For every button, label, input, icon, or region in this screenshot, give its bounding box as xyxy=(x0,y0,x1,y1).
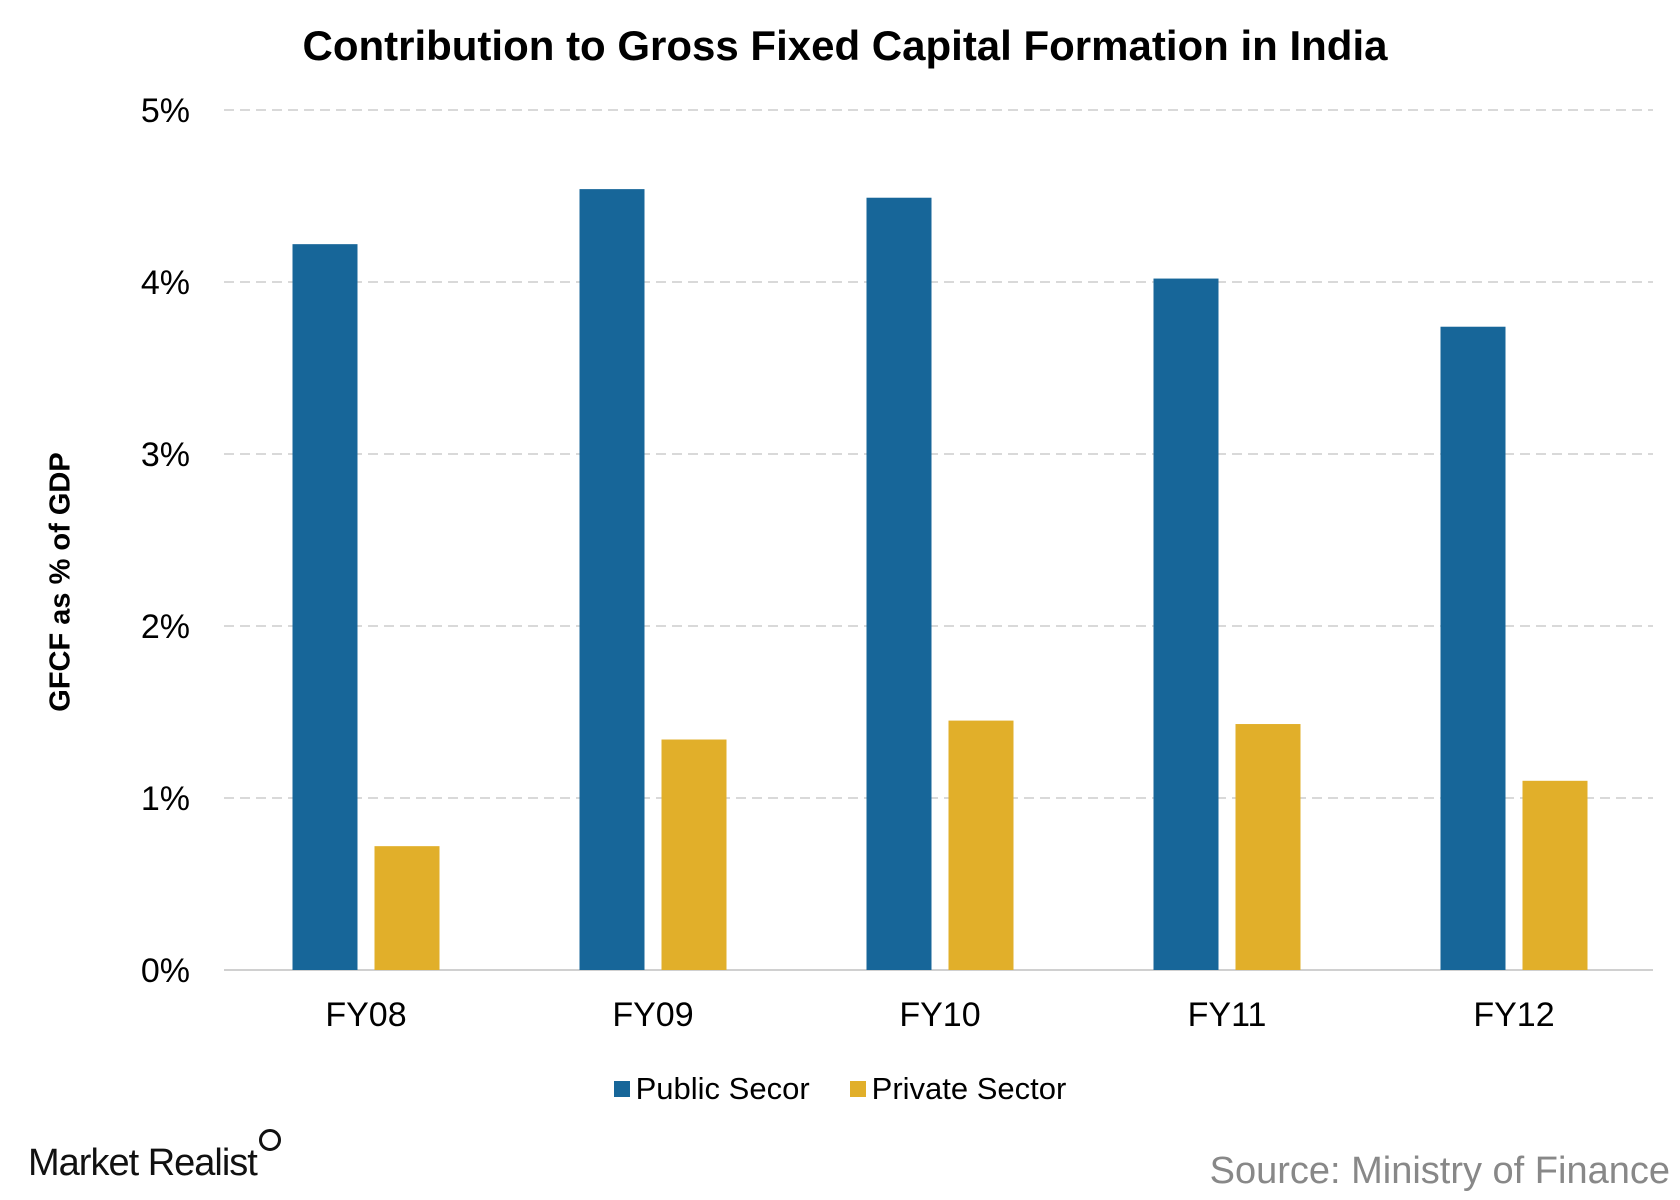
legend-label-public: Public Secor xyxy=(635,1071,810,1106)
bar-private-fy10 xyxy=(948,720,1014,970)
y-tick-label: 1% xyxy=(141,780,190,818)
legend-swatch-public xyxy=(613,1081,630,1097)
x-tick-label: FY12 xyxy=(1473,996,1554,1034)
y-tick-label: 0% xyxy=(141,952,190,990)
bar-private-fy09 xyxy=(661,739,727,970)
y-tick-label: 2% xyxy=(141,608,190,646)
legend: Public Secor Private Sector xyxy=(0,1071,1680,1107)
legend-label-private: Private Sector xyxy=(871,1071,1067,1106)
x-tick-label: FY10 xyxy=(899,996,980,1034)
legend-swatch-private xyxy=(849,1081,866,1097)
legend-item-public: Public Secor xyxy=(613,1071,810,1107)
bar-private-fy12 xyxy=(1522,780,1588,970)
x-tick-label: FY09 xyxy=(612,996,693,1034)
market-realist-logo: Market Realist xyxy=(28,1129,281,1185)
chart-title: Contribution to Gross Fixed Capital Form… xyxy=(302,22,1388,69)
logo-text: Market Realist xyxy=(28,1142,258,1184)
bar-private-fy11 xyxy=(1235,724,1301,970)
bar-private-fy08 xyxy=(374,846,440,970)
source-note: Source: Ministry of Finance xyxy=(1209,1150,1670,1192)
bar-public-fy08 xyxy=(292,244,358,970)
y-tick-label: 5% xyxy=(141,92,190,130)
bar-public-fy11 xyxy=(1153,278,1219,970)
y-tick-label: 3% xyxy=(141,436,190,474)
bar-public-fy12 xyxy=(1440,326,1506,971)
y-tick-label: 4% xyxy=(141,264,190,302)
x-tick-label: FY11 xyxy=(1188,996,1267,1034)
magnifier-icon xyxy=(258,1129,281,1151)
bar-public-fy09 xyxy=(579,189,645,970)
x-tick-label: FY08 xyxy=(325,996,406,1034)
legend-item-private: Private Sector xyxy=(849,1071,1067,1107)
bar-public-fy10 xyxy=(866,197,932,971)
